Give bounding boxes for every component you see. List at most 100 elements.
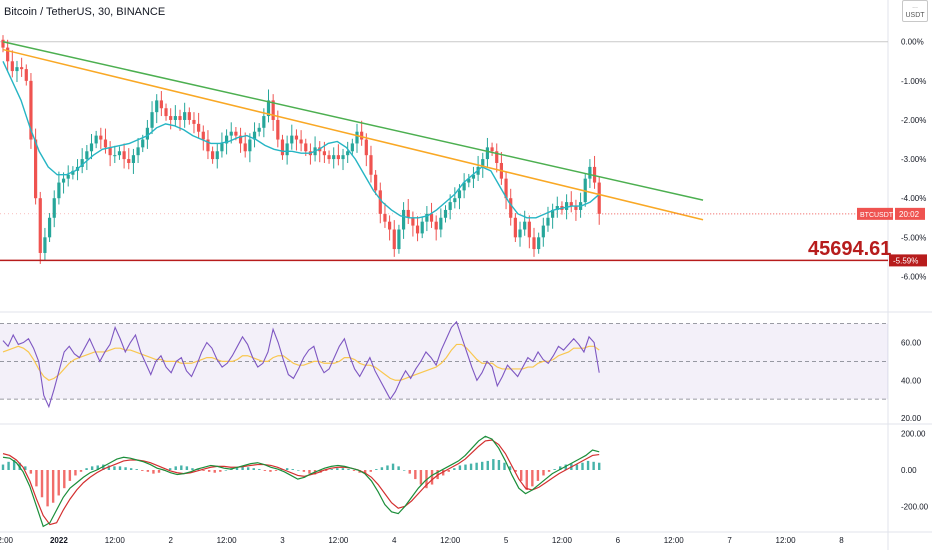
candle-body bbox=[122, 151, 126, 160]
macd-histogram-bar bbox=[12, 460, 16, 470]
candle-body bbox=[453, 198, 457, 203]
candle-body bbox=[509, 198, 513, 218]
candle-body bbox=[108, 147, 112, 156]
candle-body bbox=[43, 237, 47, 253]
macd-histogram-bar bbox=[375, 469, 378, 470]
countdown-text: 20:02 bbox=[899, 210, 920, 219]
macd-histogram-bar bbox=[542, 470, 545, 476]
currency-badge[interactable]: ... USDT bbox=[902, 0, 928, 22]
macd-histogram-bar bbox=[330, 469, 333, 470]
price-axis-tick: -6.00% bbox=[901, 272, 926, 281]
macd-histogram-bar bbox=[520, 470, 523, 481]
candle-body bbox=[145, 127, 149, 140]
candle-body bbox=[336, 155, 340, 160]
candle-body bbox=[234, 131, 238, 136]
macd-histogram-bar bbox=[185, 466, 189, 470]
candle-body bbox=[15, 67, 19, 72]
candle-body bbox=[201, 131, 205, 140]
price-axis-tick: -4.00% bbox=[901, 194, 926, 203]
candle-body bbox=[94, 135, 98, 144]
macd-histogram-bar bbox=[341, 468, 345, 470]
macd-histogram-bar bbox=[453, 468, 456, 470]
macd-histogram-bar bbox=[263, 470, 267, 471]
candle-body bbox=[150, 112, 154, 128]
candle-body bbox=[238, 135, 243, 144]
macd-axis-tick: 0.00 bbox=[901, 466, 917, 475]
candle-body bbox=[183, 112, 187, 120]
candle-body bbox=[38, 198, 42, 253]
candle-body bbox=[415, 225, 420, 234]
macd-histogram-bar bbox=[592, 461, 595, 470]
candle-body bbox=[429, 213, 434, 222]
macd-histogram-bar bbox=[118, 466, 122, 470]
candle-body bbox=[47, 217, 52, 238]
price-axis-tick: -3.00% bbox=[901, 155, 926, 164]
candle-body bbox=[276, 119, 280, 140]
macd-histogram-bar bbox=[196, 469, 200, 470]
macd-axis-tick: -200.00 bbox=[901, 502, 929, 511]
candle-body bbox=[592, 166, 597, 183]
macd-histogram-bar bbox=[469, 463, 473, 470]
candle-body bbox=[504, 178, 508, 199]
candle-body bbox=[518, 229, 522, 238]
macd-histogram-bar bbox=[68, 470, 72, 481]
macd-histogram-bar bbox=[85, 468, 88, 470]
candle-body bbox=[252, 131, 257, 140]
macd-histogram-bar bbox=[308, 470, 311, 474]
macd-histogram-bar bbox=[536, 470, 540, 481]
macd-histogram-bar bbox=[24, 466, 27, 470]
price-axis-tick: -1.00% bbox=[901, 77, 926, 86]
candle-body bbox=[555, 206, 559, 210]
candle-body bbox=[374, 174, 378, 191]
candle-body bbox=[262, 116, 266, 128]
macd-histogram-bar bbox=[168, 468, 172, 470]
candle-body bbox=[360, 131, 364, 140]
candle-body bbox=[266, 100, 271, 117]
price-axis-tick: -2.00% bbox=[901, 116, 926, 125]
candle-body bbox=[52, 198, 56, 218]
candle-body bbox=[341, 155, 345, 160]
macd-histogram-bar bbox=[531, 470, 534, 487]
candle-body bbox=[220, 143, 224, 152]
time-axis-tick: 12:00 bbox=[217, 536, 238, 545]
macd-histogram-bar bbox=[503, 462, 506, 470]
macd-histogram-bar bbox=[464, 464, 467, 470]
time-axis-tick: 12:00 bbox=[664, 536, 685, 545]
macd-histogram-bar bbox=[369, 470, 372, 472]
macd-histogram-bar bbox=[63, 470, 66, 489]
rsi-ma-line bbox=[2, 343, 600, 381]
time-axis-tick: 12:00 bbox=[552, 536, 573, 545]
candle-body bbox=[99, 135, 103, 140]
candle-body bbox=[457, 190, 462, 199]
candle-body bbox=[294, 135, 299, 140]
macd-histogram-bar bbox=[514, 470, 517, 472]
candle-body bbox=[327, 155, 331, 160]
macd-histogram-bar bbox=[497, 460, 501, 470]
macd-histogram-bar bbox=[447, 470, 450, 472]
candle-body bbox=[169, 116, 173, 120]
macd-histogram-bar bbox=[46, 470, 49, 507]
macd-histogram-bar bbox=[458, 465, 462, 470]
candle-body bbox=[448, 202, 452, 210]
candle-body bbox=[197, 123, 201, 132]
candle-body bbox=[178, 116, 182, 120]
time-axis-tick: 12:00 bbox=[776, 536, 797, 545]
candle-body bbox=[304, 143, 308, 152]
candle-body bbox=[117, 151, 122, 156]
candle-body bbox=[80, 159, 84, 167]
macd-histogram-bar bbox=[581, 462, 584, 470]
candle-body bbox=[495, 151, 499, 163]
macd-histogram-bar bbox=[207, 470, 211, 472]
candle-body bbox=[383, 213, 387, 222]
chart-title: Bitcoin / TetherUS, 30, BINANCE bbox=[4, 6, 166, 18]
candle-body bbox=[537, 237, 541, 250]
time-axis-tick: 12:00 bbox=[0, 536, 14, 545]
candle-body bbox=[420, 221, 424, 234]
macd-histogram-bar bbox=[363, 470, 367, 474]
macd-histogram-bar bbox=[598, 462, 601, 470]
candle-body bbox=[523, 221, 527, 230]
macd-histogram-bar bbox=[475, 462, 478, 470]
macd-histogram-bar bbox=[1, 464, 5, 470]
